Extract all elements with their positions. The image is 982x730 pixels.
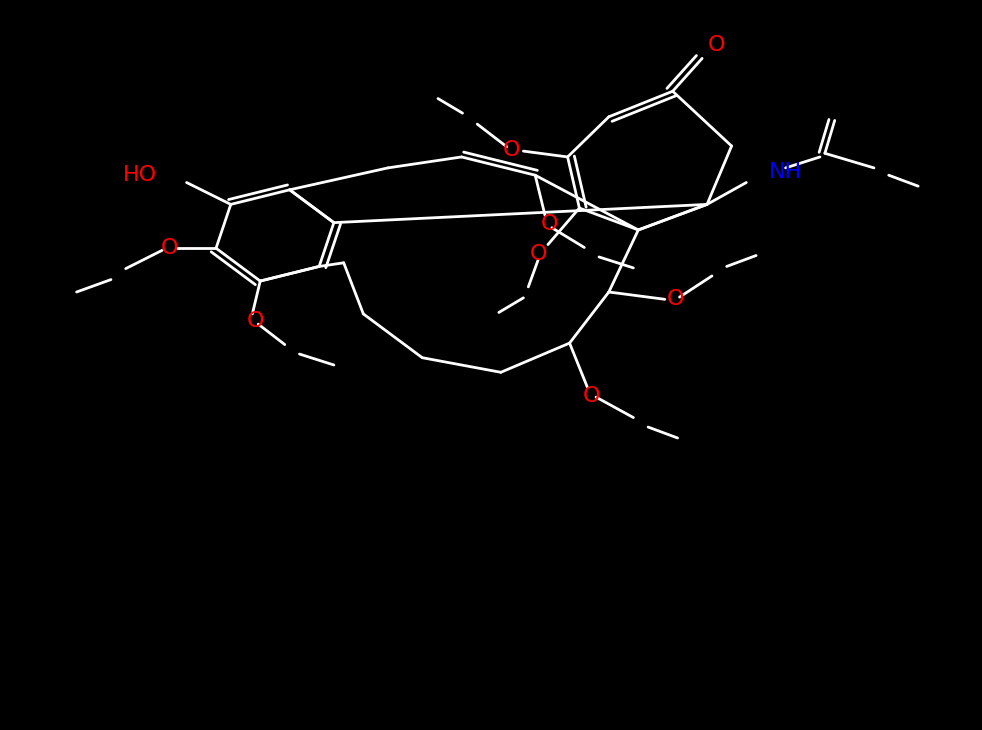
- Text: O: O: [246, 311, 264, 331]
- Text: O: O: [667, 289, 684, 310]
- Text: HO: HO: [123, 165, 157, 185]
- Text: O: O: [529, 244, 547, 264]
- Text: O: O: [541, 214, 559, 234]
- Text: O: O: [161, 238, 179, 258]
- Text: O: O: [582, 386, 600, 407]
- Text: O: O: [708, 35, 726, 55]
- Text: NH: NH: [769, 161, 802, 182]
- Text: O: O: [503, 139, 520, 160]
